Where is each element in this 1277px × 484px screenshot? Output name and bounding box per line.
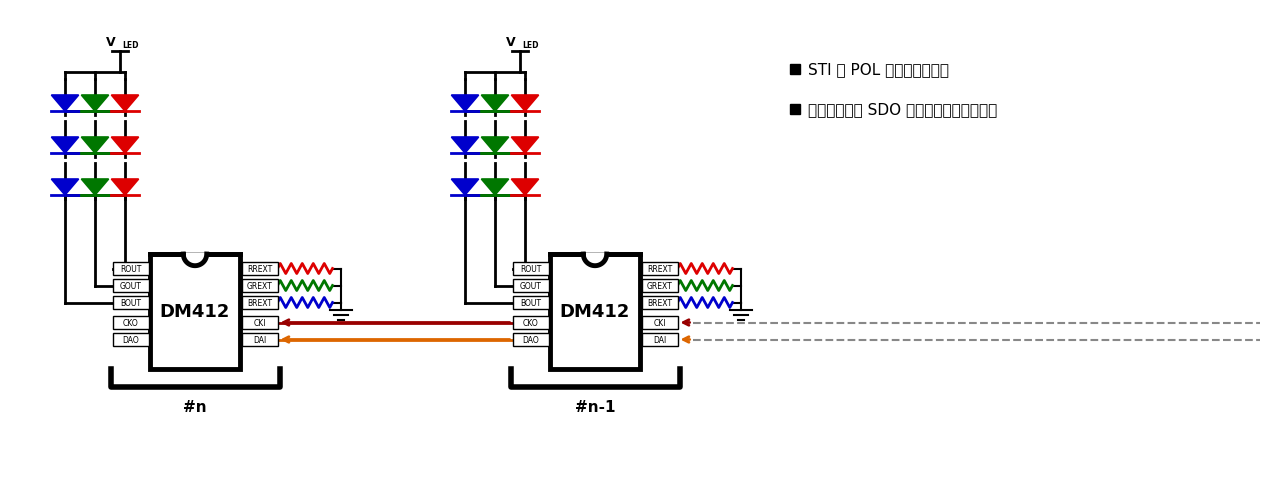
Polygon shape [511,138,539,154]
Bar [112,262,148,275]
Text: CKO: CKO [522,318,539,327]
Bar [512,317,549,329]
Text: GOUT: GOUT [120,281,142,290]
Polygon shape [584,255,607,266]
Text: CKI: CKI [654,318,665,327]
Bar [241,317,277,329]
Polygon shape [584,254,607,265]
Text: BOUT: BOUT [520,298,541,307]
Bar [112,333,148,346]
Polygon shape [481,138,508,154]
Bar [512,262,549,275]
Text: V: V [106,36,116,49]
Bar [641,317,678,329]
Bar [550,255,640,369]
Bar [512,333,549,346]
Text: RREXT: RREXT [647,264,672,273]
Polygon shape [451,180,479,196]
Bar [790,65,799,75]
Polygon shape [111,96,139,112]
Polygon shape [51,96,79,112]
Text: GREXT: GREXT [646,281,673,290]
Polygon shape [82,138,109,154]
Text: LED: LED [123,42,138,50]
Bar [112,317,148,329]
Text: ROUT: ROUT [120,264,142,273]
Text: #n-1: #n-1 [575,399,616,414]
Text: STI 与 POL 端连接至高准位: STI 与 POL 端连接至高准位 [808,62,949,77]
Bar [641,279,678,292]
Text: DAO: DAO [522,335,539,344]
Bar [641,262,678,275]
Text: BREXT: BREXT [246,298,272,307]
Polygon shape [184,254,207,265]
Bar [112,279,148,292]
Polygon shape [82,180,109,196]
Polygon shape [511,96,539,112]
Text: DM412: DM412 [559,303,630,321]
Polygon shape [184,255,207,266]
Bar [512,296,549,309]
Text: DAI: DAI [653,335,667,344]
Polygon shape [51,180,79,196]
Bar [641,296,678,309]
Text: GREXT: GREXT [246,281,272,290]
Bar [512,279,549,292]
Polygon shape [451,96,479,112]
Text: RREXT: RREXT [246,264,272,273]
Bar [112,296,148,309]
Bar [790,105,799,115]
Bar [149,255,240,369]
Text: #n: #n [183,399,207,414]
Bar [241,296,277,309]
Text: V: V [507,36,516,49]
Polygon shape [51,138,79,154]
Text: BREXT: BREXT [647,298,672,307]
Text: DM412: DM412 [160,303,230,321]
Polygon shape [451,138,479,154]
Text: DAO: DAO [123,335,139,344]
Polygon shape [511,180,539,196]
Text: BOUT: BOUT [120,298,140,307]
Bar [241,279,277,292]
Polygon shape [82,96,109,112]
Text: GOUT: GOUT [520,281,541,290]
Text: DAI: DAI [253,335,266,344]
Polygon shape [111,138,139,154]
Bar [241,262,277,275]
Text: LED: LED [522,42,539,50]
Polygon shape [481,96,508,112]
Text: CKI: CKI [253,318,266,327]
Text: ROUT: ROUT [520,264,541,273]
Polygon shape [481,180,508,196]
Polygon shape [111,180,139,196]
Bar [241,333,277,346]
Text: CKO: CKO [123,318,138,327]
Bar [641,333,678,346]
Text: 视系统应用将 SDO 端连接至高或低电位源: 视系统应用将 SDO 端连接至高或低电位源 [808,102,997,117]
